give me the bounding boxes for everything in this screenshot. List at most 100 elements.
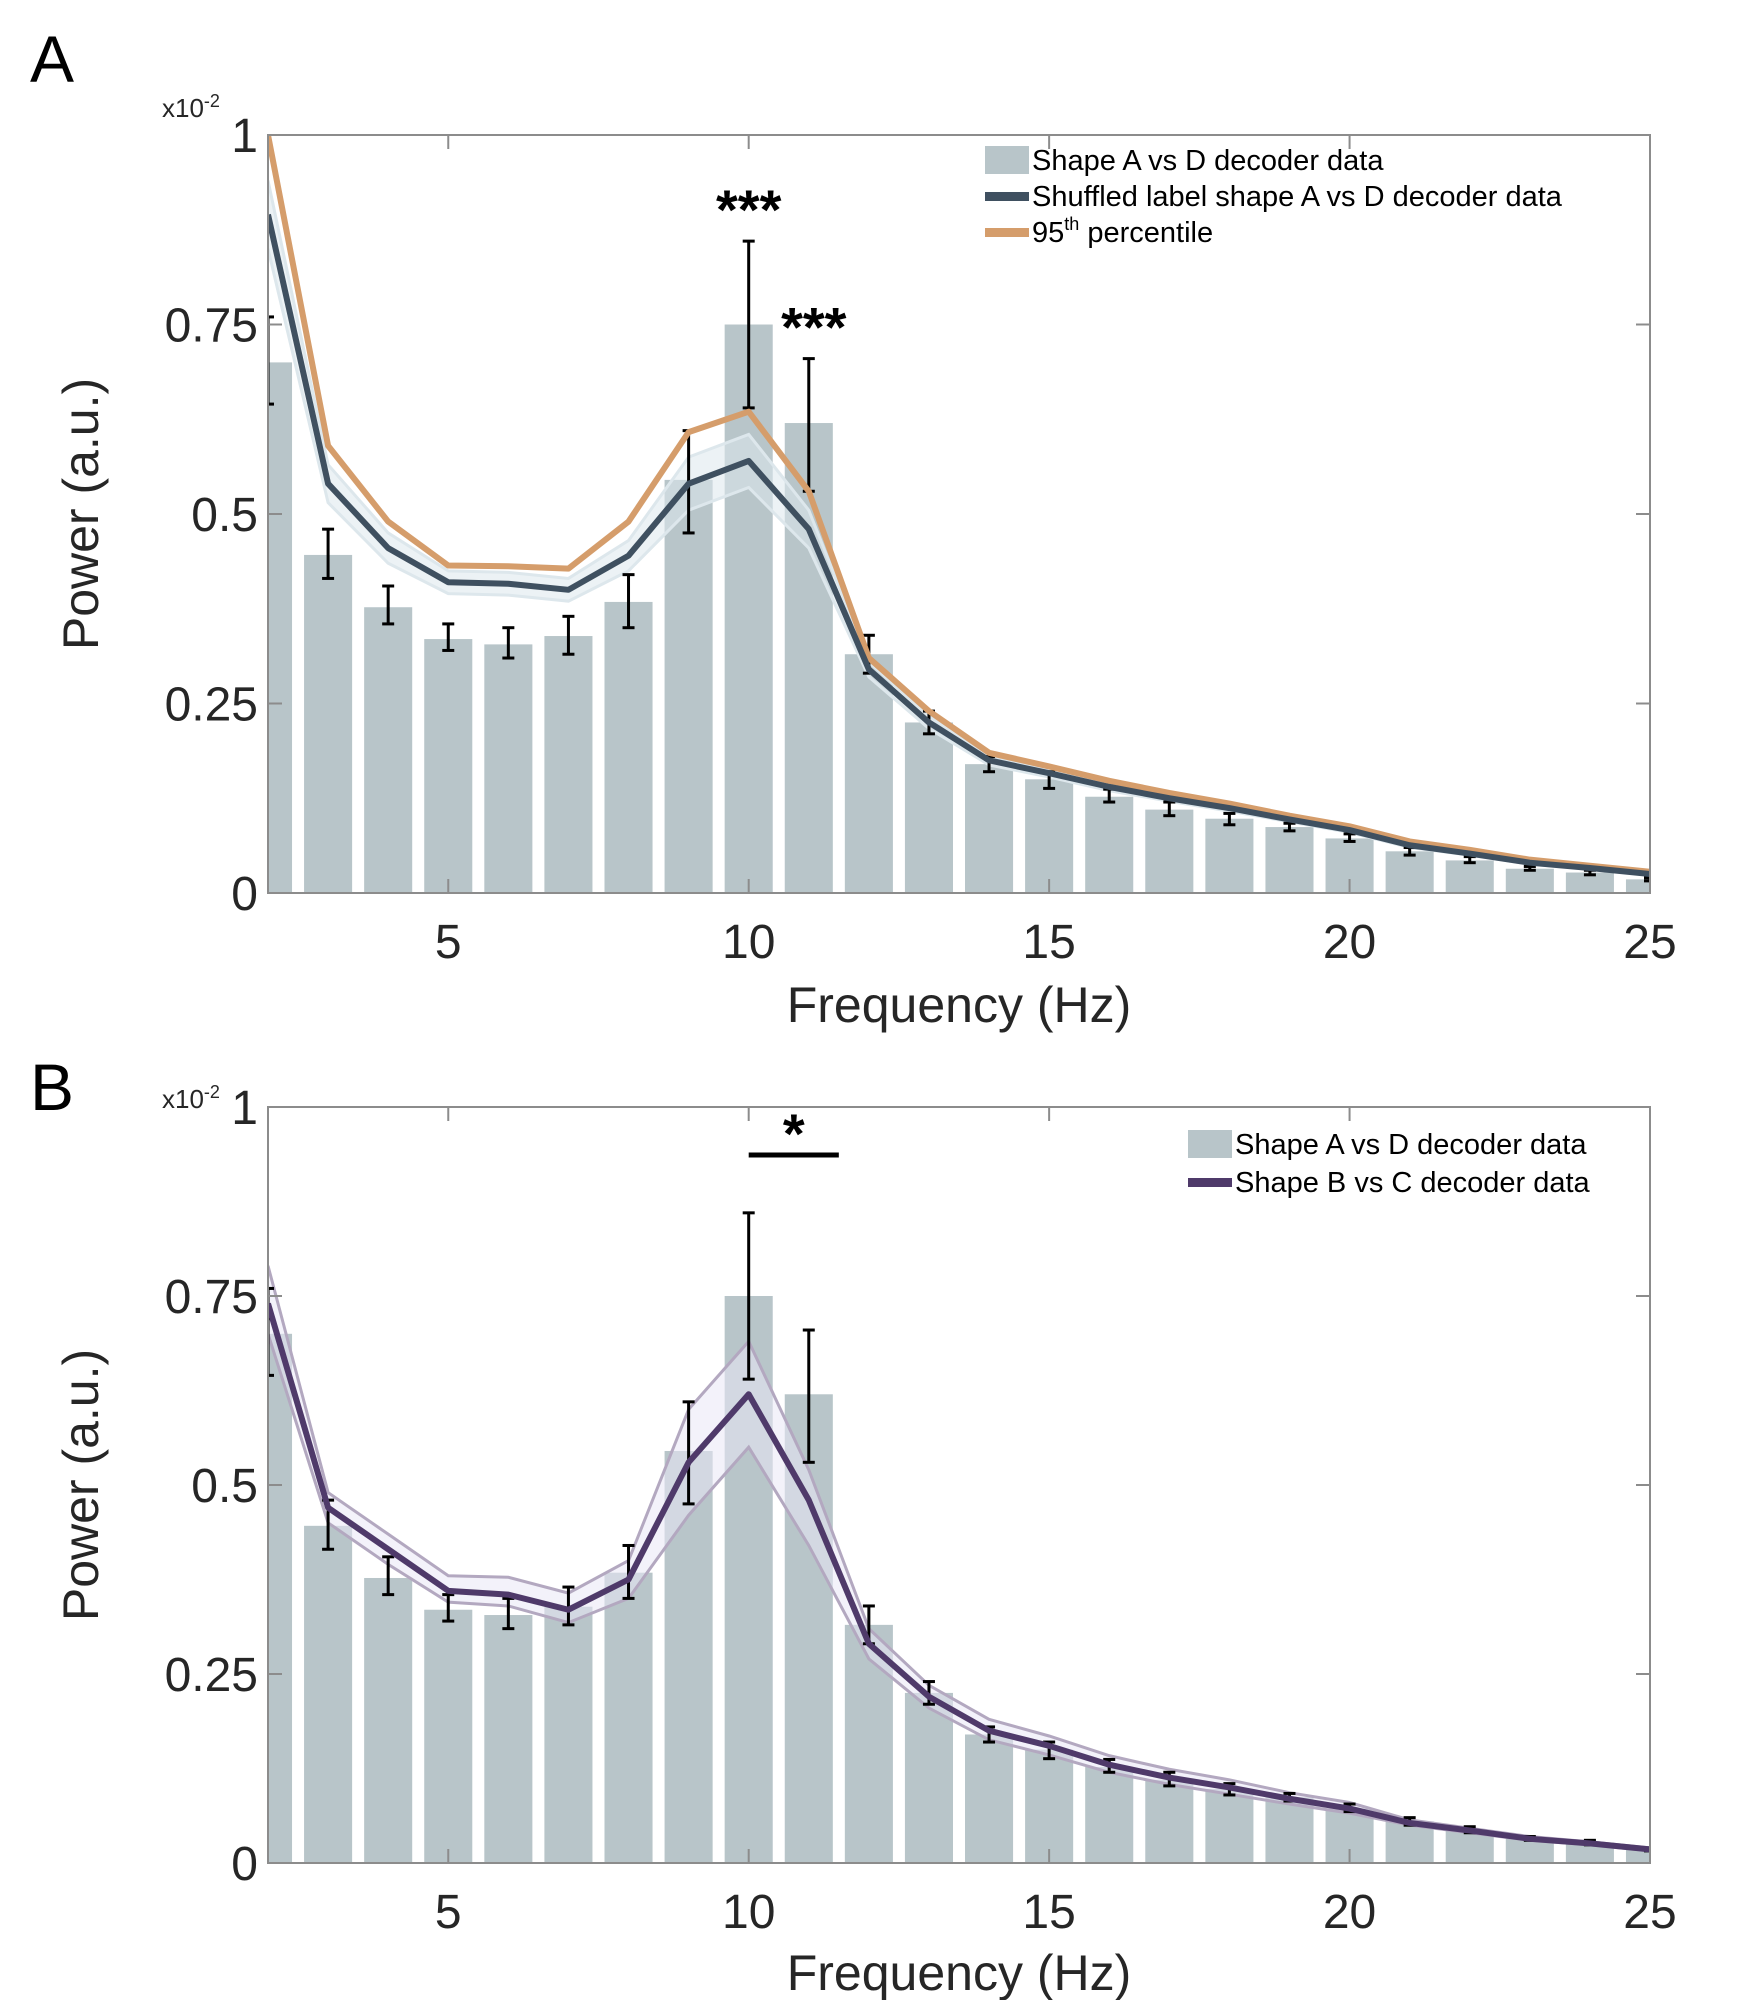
bar-14hz: [965, 764, 1014, 893]
bar-2hz: [268, 1333, 293, 1863]
series-line-shape-b-vs-c-decoder-data: [268, 1302, 1650, 1853]
bar-3hz: [304, 554, 353, 893]
y-tick-label: 0: [231, 868, 258, 921]
legend-swatch-patch: [985, 146, 1029, 174]
error-bar-8hz: [622, 573, 635, 630]
x-tick-label: 15: [1022, 916, 1075, 969]
error-bar-5hz: [442, 1593, 455, 1623]
y-tick-label: 0.25: [165, 679, 258, 732]
bar-5hz: [424, 639, 473, 893]
legend-item: Shuffled label shape A vs D decoder data: [985, 181, 1563, 213]
legend-label-suffix: percentile: [1079, 217, 1213, 249]
bar-9hz: [664, 479, 713, 893]
error-bar-4hz: [382, 584, 395, 626]
bar-22hz: [1445, 860, 1494, 893]
significance-marker: ***: [781, 296, 847, 359]
legend-label: Shape A vs D decoder data: [1032, 145, 1384, 177]
legend-label: Shape A vs D decoder data: [1235, 1129, 1587, 1161]
legend-label: Shuffled label shape A vs D decoder data: [1032, 181, 1563, 213]
panel-label: B: [30, 1050, 74, 1124]
bar-8hz: [604, 1572, 653, 1863]
legend-item: 95th percentile: [985, 214, 1213, 249]
bar-8hz: [604, 601, 653, 893]
bar-12hz: [844, 654, 893, 893]
bar-7hz: [544, 1606, 593, 1863]
band-upper-edge: [268, 180, 1650, 875]
error-bar-10hz: [742, 239, 755, 410]
x-axis-label: Frequency (Hz): [787, 977, 1132, 1033]
error-bar-2hz: [268, 1286, 274, 1377]
plot-area: [268, 135, 1650, 893]
bar-19hz: [1265, 827, 1314, 893]
legend-swatch-patch: [1188, 1130, 1232, 1158]
axes-box: [267, 134, 1651, 894]
series-band: [268, 180, 1650, 875]
panel-label: A: [30, 22, 74, 96]
bar-18hz: [1205, 818, 1254, 893]
bar-14hz: [965, 1734, 1014, 1863]
bar-24hz: [1565, 872, 1614, 893]
y-tick-label: 0.5: [191, 489, 258, 542]
legend-item: Shape A vs D decoder data: [985, 145, 1384, 177]
bar-15hz: [1025, 1749, 1074, 1863]
y-axis-label: Power (a.u.): [53, 378, 109, 650]
bar-7hz: [544, 636, 593, 893]
x-tick-label: 25: [1623, 916, 1676, 969]
legend-swatch-line: [985, 192, 1029, 201]
y-tick-label: 1: [231, 110, 258, 163]
legend: Shape A vs D decoder data Shuffled label …: [985, 145, 1563, 249]
y-tick-label: 0.25: [165, 1649, 258, 1702]
error-bar-25hz: [1644, 876, 1650, 883]
error-bar-8hz: [622, 1543, 635, 1600]
bar-3hz: [304, 1525, 353, 1863]
axes-box: [267, 1106, 1651, 1864]
bar-5hz: [424, 1609, 473, 1863]
bar-13hz: [904, 1692, 953, 1863]
error-bar-5hz: [442, 622, 455, 652]
series-band: [268, 1265, 1650, 1851]
panel-a: A 5 10 15 20 25 0 0.25 0.5 0.75 1 x10-2 Frequency (H…: [30, 22, 1677, 1033]
y-tick-label: 0.75: [165, 300, 258, 353]
legend: Shape A vs D decoder data Shape B vs C de…: [1188, 1129, 1591, 1199]
significance-marker: *: [783, 1102, 805, 1165]
x-tick-label: 10: [722, 916, 775, 969]
x-tick-label: 20: [1323, 1886, 1376, 1939]
bar-4hz: [364, 607, 413, 893]
x-tick-label: 10: [722, 1886, 775, 1939]
bar-19hz: [1265, 1797, 1314, 1863]
bar-18hz: [1205, 1788, 1254, 1863]
error-bar-17hz: [1163, 800, 1176, 818]
legend-swatch-line: [985, 228, 1029, 237]
legend-label: 95th percentile: [1032, 214, 1213, 249]
significance-marker: ***: [716, 178, 782, 241]
bar-13hz: [904, 722, 953, 893]
bar-6hz: [484, 1615, 533, 1863]
panel-b: B 5 10 15 20 25 0 0.25 0.5 0.75 1 x10-2 Frequency (H…: [30, 1050, 1677, 2000]
y-axis-label: Power (a.u.): [53, 1349, 109, 1621]
legend-label: Shape B vs C decoder data: [1235, 1167, 1591, 1199]
bar-17hz: [1145, 1779, 1194, 1863]
bar-23hz: [1505, 868, 1554, 893]
legend-item: Shape B vs C decoder data: [1188, 1167, 1591, 1199]
error-bar-18hz: [1223, 811, 1236, 827]
band-upper-edge: [268, 1265, 1650, 1850]
bar-21hz: [1385, 851, 1434, 893]
x-tick-label: 20: [1323, 916, 1376, 969]
y-tick-label: 0: [231, 1838, 258, 1891]
plot-area: [268, 1211, 1650, 1863]
series-line-95th-percentile: [268, 135, 1650, 875]
bar-17hz: [1145, 809, 1194, 893]
x-axis-label: Frequency (Hz): [787, 1945, 1132, 2000]
y-exponent-label: x10-2: [162, 91, 220, 123]
x-tick-label: 15: [1022, 1886, 1075, 1939]
y-tick-label: 1: [231, 1082, 258, 1135]
error-bar-7hz: [562, 614, 575, 656]
error-bar-2hz: [268, 315, 274, 406]
bar-4hz: [364, 1577, 413, 1863]
bar-25hz: [1625, 1849, 1650, 1863]
error-bar-4hz: [382, 1555, 395, 1597]
bar-16hz: [1085, 1766, 1134, 1863]
error-bar-23hz: [1523, 864, 1536, 872]
error-bar-20hz: [1343, 832, 1356, 843]
